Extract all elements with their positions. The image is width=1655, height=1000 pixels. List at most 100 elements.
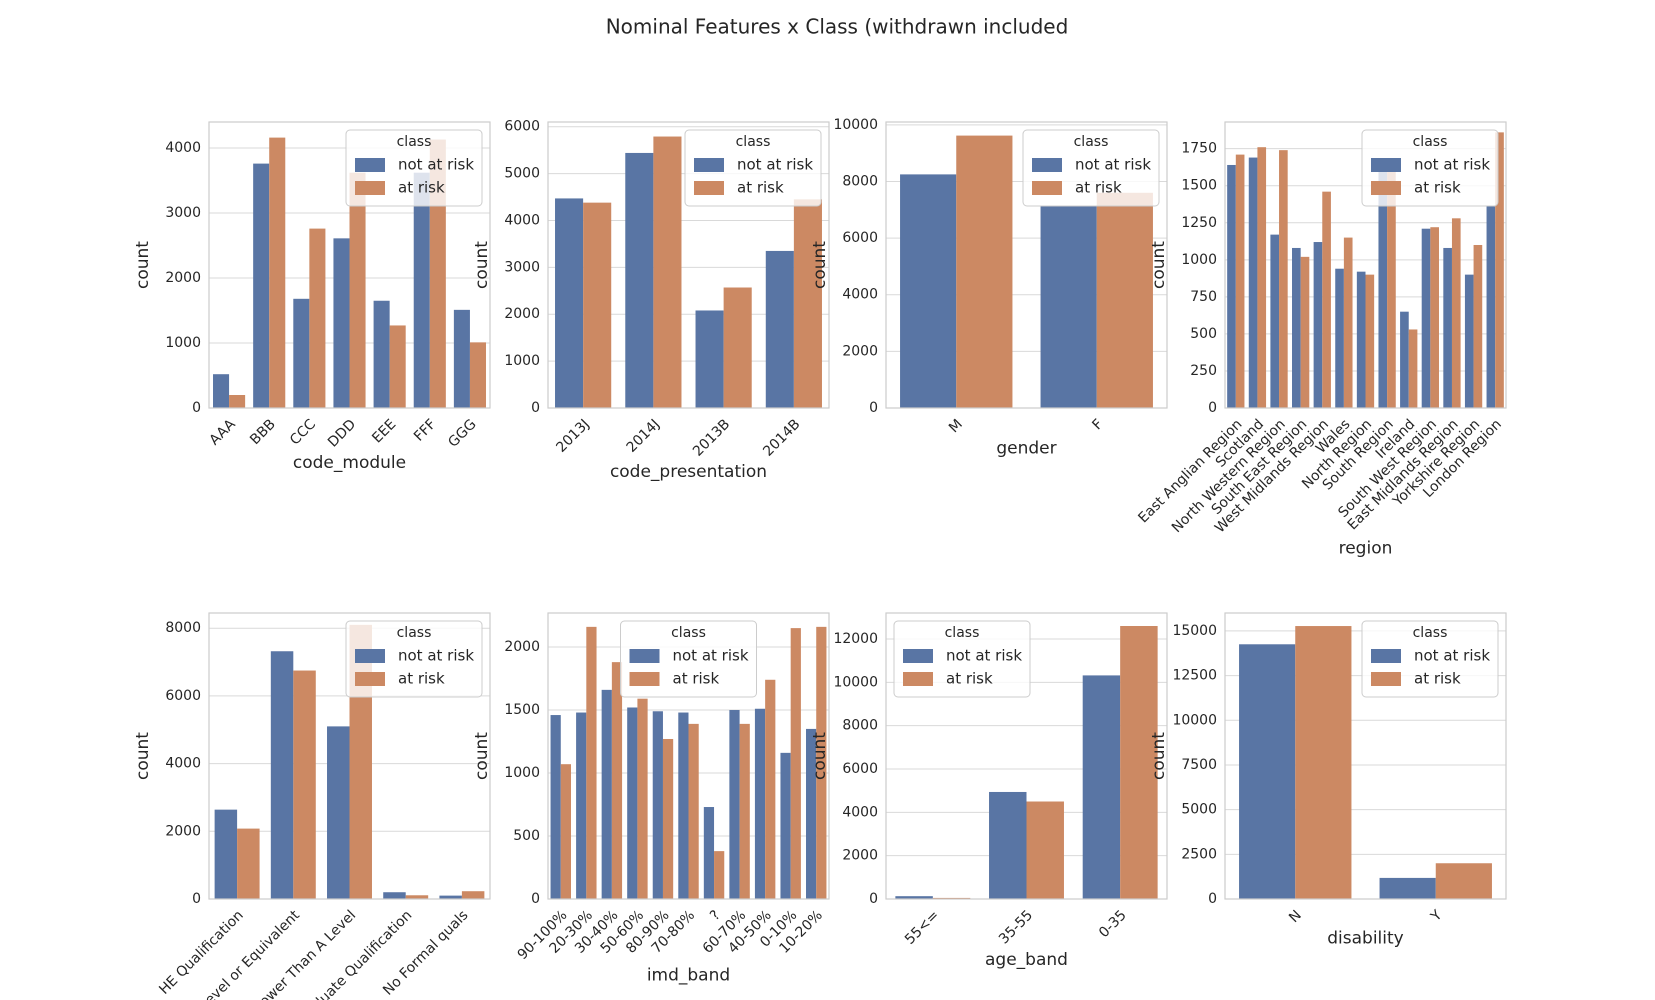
bar <box>1292 247 1301 408</box>
legend-label: at risk <box>946 670 993 688</box>
bar <box>237 828 260 899</box>
legend-swatch <box>355 649 385 663</box>
y-tick-label: 4000 <box>842 804 878 820</box>
legend-label: at risk <box>398 179 445 197</box>
x-tick-label: 2014J <box>624 416 663 455</box>
x-tick-label: FFF <box>411 416 439 444</box>
plot-frame <box>885 612 1168 900</box>
y-tick-label: 6000 <box>504 119 540 135</box>
legend-label: not at risk <box>673 647 749 665</box>
bar <box>586 626 597 899</box>
legend-label: not at risk <box>737 156 813 174</box>
bar <box>1408 329 1418 408</box>
bar <box>583 202 612 408</box>
bar <box>1430 227 1439 408</box>
y-axis-label: count <box>472 732 492 780</box>
bar <box>327 726 350 899</box>
bar <box>1235 154 1245 408</box>
x-tick-label: BBB <box>247 416 279 448</box>
legend-swatch <box>903 672 933 686</box>
legend-label: not at risk <box>1414 647 1490 665</box>
bar <box>1356 271 1366 408</box>
bar <box>1435 863 1492 899</box>
bar <box>703 807 715 899</box>
y-tick-label: 750 <box>1190 289 1217 305</box>
bar <box>429 139 446 409</box>
legend-title: class <box>671 625 706 641</box>
bar <box>611 662 623 899</box>
x-axis-label: code_presentation <box>610 462 767 482</box>
x-axis-label: imd_band <box>647 965 730 985</box>
y-tick-label: 7500 <box>1181 757 1217 773</box>
legend-swatch <box>355 672 385 686</box>
x-tick-label: 35-55 <box>996 907 1036 947</box>
y-tick-label: 8000 <box>165 620 201 636</box>
bar <box>253 163 270 408</box>
x-tick-label: DDD <box>325 416 359 450</box>
bar <box>269 137 286 408</box>
bar <box>754 708 766 899</box>
bar <box>1026 801 1064 899</box>
x-tick-label: ? <box>707 907 724 924</box>
bar <box>1443 247 1452 408</box>
y-axis-label: count <box>810 732 830 780</box>
y-tick-label: 1250 <box>1181 215 1217 231</box>
legend-label: at risk <box>737 179 784 197</box>
y-tick-label: 0 <box>531 400 540 416</box>
bar <box>469 342 486 408</box>
x-tick-label: Y <box>1427 907 1445 925</box>
bar <box>765 250 794 408</box>
x-tick-label: 2014B <box>760 416 803 459</box>
subplot: 0 1000 2000 3000 4000 AAA BBB CCC DDD EEE FFF GGG co… <box>133 121 491 473</box>
legend-title: class <box>736 134 771 150</box>
y-tick-label: 2000 <box>165 823 201 839</box>
y-axis-label: count <box>133 732 153 780</box>
bar <box>714 851 725 899</box>
legend-swatch <box>1371 181 1401 195</box>
bar <box>1335 268 1344 408</box>
subplot: 0 2500 5000 7500 10000 12500 15000 N Ydisability… <box>1149 612 1507 948</box>
legend-label: not at risk <box>398 156 474 174</box>
x-axis-label: disability <box>1327 928 1403 948</box>
x-axis-label: age_band <box>985 950 1068 970</box>
bar <box>1486 206 1496 408</box>
x-tick-label: AAA <box>207 416 239 448</box>
y-tick-label: 8000 <box>842 173 878 189</box>
bar <box>1451 218 1461 408</box>
y-tick-label: 4000 <box>504 212 540 228</box>
legend-swatch <box>1032 181 1062 195</box>
bar <box>793 199 822 408</box>
bar <box>895 896 933 899</box>
y-tick-label: 1000 <box>504 353 540 369</box>
bar <box>439 895 462 899</box>
legend-label: not at risk <box>398 647 474 665</box>
bar <box>1313 242 1323 408</box>
x-tick-label: CCC <box>287 416 319 448</box>
y-tick-label: 4000 <box>165 756 201 772</box>
bar <box>373 300 390 408</box>
x-tick-label: GGG <box>445 416 479 450</box>
plot-frame <box>208 612 491 900</box>
y-tick-label: 0 <box>192 891 201 907</box>
bar <box>625 152 654 408</box>
y-tick-label: 0 <box>869 891 878 907</box>
bar <box>293 670 316 899</box>
x-axis-label: gender <box>996 439 1056 459</box>
bar <box>989 791 1027 899</box>
legend-swatch <box>629 649 660 663</box>
x-tick-label: M <box>946 416 966 436</box>
y-tick-label: 5000 <box>504 166 540 182</box>
legend-label: at risk <box>1414 179 1461 197</box>
bar <box>270 651 294 899</box>
bar <box>405 895 429 899</box>
x-tick-label: EEE <box>369 416 399 446</box>
y-axis-label: count <box>1149 241 1169 289</box>
bar <box>729 710 740 899</box>
legend-title: class <box>397 625 432 641</box>
bar <box>1421 228 1431 408</box>
bar <box>213 374 230 408</box>
bar <box>1365 274 1375 408</box>
legend-label: not at risk <box>1075 156 1151 174</box>
bar <box>1495 132 1504 409</box>
legend-swatch <box>629 672 660 686</box>
